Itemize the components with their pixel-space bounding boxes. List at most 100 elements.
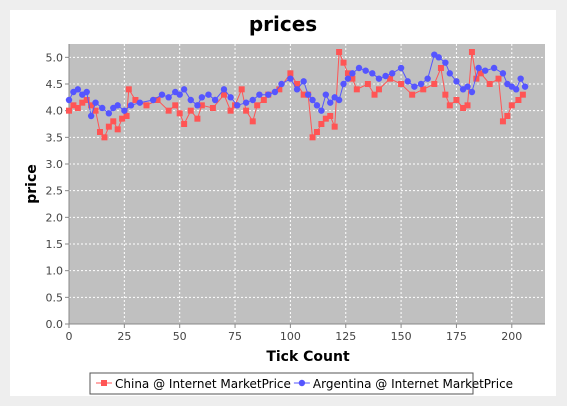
data-point: [314, 102, 320, 108]
data-point: [431, 81, 437, 87]
data-point: [310, 134, 316, 140]
data-point: [137, 99, 143, 105]
data-point: [194, 102, 200, 108]
legend-item: Argentina @ Internet MarketPrice: [294, 377, 513, 391]
data-point: [442, 59, 448, 65]
data-point: [336, 97, 342, 103]
data-point: [465, 102, 471, 108]
y-tick-label: 0.0: [46, 318, 64, 331]
data-point: [318, 121, 324, 127]
data-point: [382, 73, 388, 79]
data-point: [398, 65, 404, 71]
data-point: [336, 49, 342, 55]
data-point: [234, 102, 240, 108]
data-point: [369, 70, 375, 76]
data-point: [411, 83, 417, 89]
data-point: [181, 121, 187, 127]
y-tick-label: 3.0: [46, 158, 64, 171]
data-point: [205, 91, 211, 97]
data-point: [84, 89, 90, 95]
x-tick-label: 100: [280, 330, 301, 343]
data-point: [469, 89, 475, 95]
data-point: [243, 99, 249, 105]
data-point: [487, 81, 493, 87]
data-point: [287, 75, 293, 81]
data-point: [453, 78, 459, 84]
data-point: [522, 83, 528, 89]
data-point: [254, 102, 260, 108]
legend-item: China @ Internet MarketPrice: [96, 377, 291, 391]
data-point: [517, 75, 523, 81]
data-point: [287, 70, 293, 76]
data-point: [106, 110, 112, 116]
data-point: [300, 78, 306, 84]
data-point: [194, 116, 200, 122]
data-point: [520, 92, 526, 98]
data-point: [199, 94, 205, 100]
data-point: [398, 81, 404, 87]
data-point: [150, 97, 156, 103]
data-point: [349, 70, 355, 76]
data-point: [327, 113, 333, 119]
data-point: [504, 113, 510, 119]
data-point: [278, 81, 284, 87]
data-point: [389, 70, 395, 76]
data-point: [172, 102, 178, 108]
legend-label: Argentina @ Internet MarketPrice: [313, 377, 513, 391]
data-point: [305, 91, 311, 97]
x-tick-label: 75: [228, 330, 242, 343]
data-point: [250, 97, 256, 103]
data-point: [464, 83, 470, 89]
x-tick-label: 150: [391, 330, 412, 343]
x-tick-label: 200: [501, 330, 522, 343]
data-point: [314, 129, 320, 135]
data-point: [376, 86, 382, 92]
y-tick-label: 1.5: [46, 238, 64, 251]
data-point: [409, 92, 415, 98]
x-tick-label: 25: [117, 330, 131, 343]
data-point: [121, 107, 127, 113]
data-point: [106, 124, 112, 130]
data-point: [272, 89, 278, 95]
x-tick-label: 175: [446, 330, 467, 343]
x-axis-label: Tick Count: [266, 349, 350, 365]
data-point: [418, 81, 424, 87]
data-point: [75, 86, 81, 92]
data-point: [66, 108, 72, 114]
data-point: [491, 65, 497, 71]
y-tick-label: 5.0: [46, 51, 64, 64]
x-tick-label: 50: [173, 330, 187, 343]
data-point: [500, 70, 506, 76]
data-point: [143, 102, 149, 108]
data-point: [513, 86, 519, 92]
data-point: [256, 91, 262, 97]
data-point: [110, 118, 116, 124]
data-point: [309, 97, 315, 103]
data-point: [327, 99, 333, 105]
data-point: [345, 75, 351, 81]
data-point: [323, 91, 329, 97]
data-point: [318, 107, 324, 113]
x-tick-label: 0: [66, 330, 73, 343]
data-point: [482, 67, 488, 73]
data-point: [243, 108, 249, 114]
data-point: [128, 102, 134, 108]
data-point: [228, 108, 234, 114]
data-point: [212, 97, 218, 103]
data-point: [92, 99, 98, 105]
data-point: [362, 67, 368, 73]
y-tick-label: 1.0: [46, 265, 64, 278]
data-point: [66, 97, 72, 103]
legend-marker: [101, 380, 107, 386]
data-point: [159, 91, 165, 97]
data-point: [227, 94, 233, 100]
data-point: [515, 97, 521, 103]
data-point: [356, 65, 362, 71]
data-point: [442, 92, 448, 98]
data-point: [438, 65, 444, 71]
data-point: [340, 81, 346, 87]
data-point: [210, 105, 216, 111]
data-point: [124, 113, 130, 119]
data-point: [436, 54, 442, 60]
